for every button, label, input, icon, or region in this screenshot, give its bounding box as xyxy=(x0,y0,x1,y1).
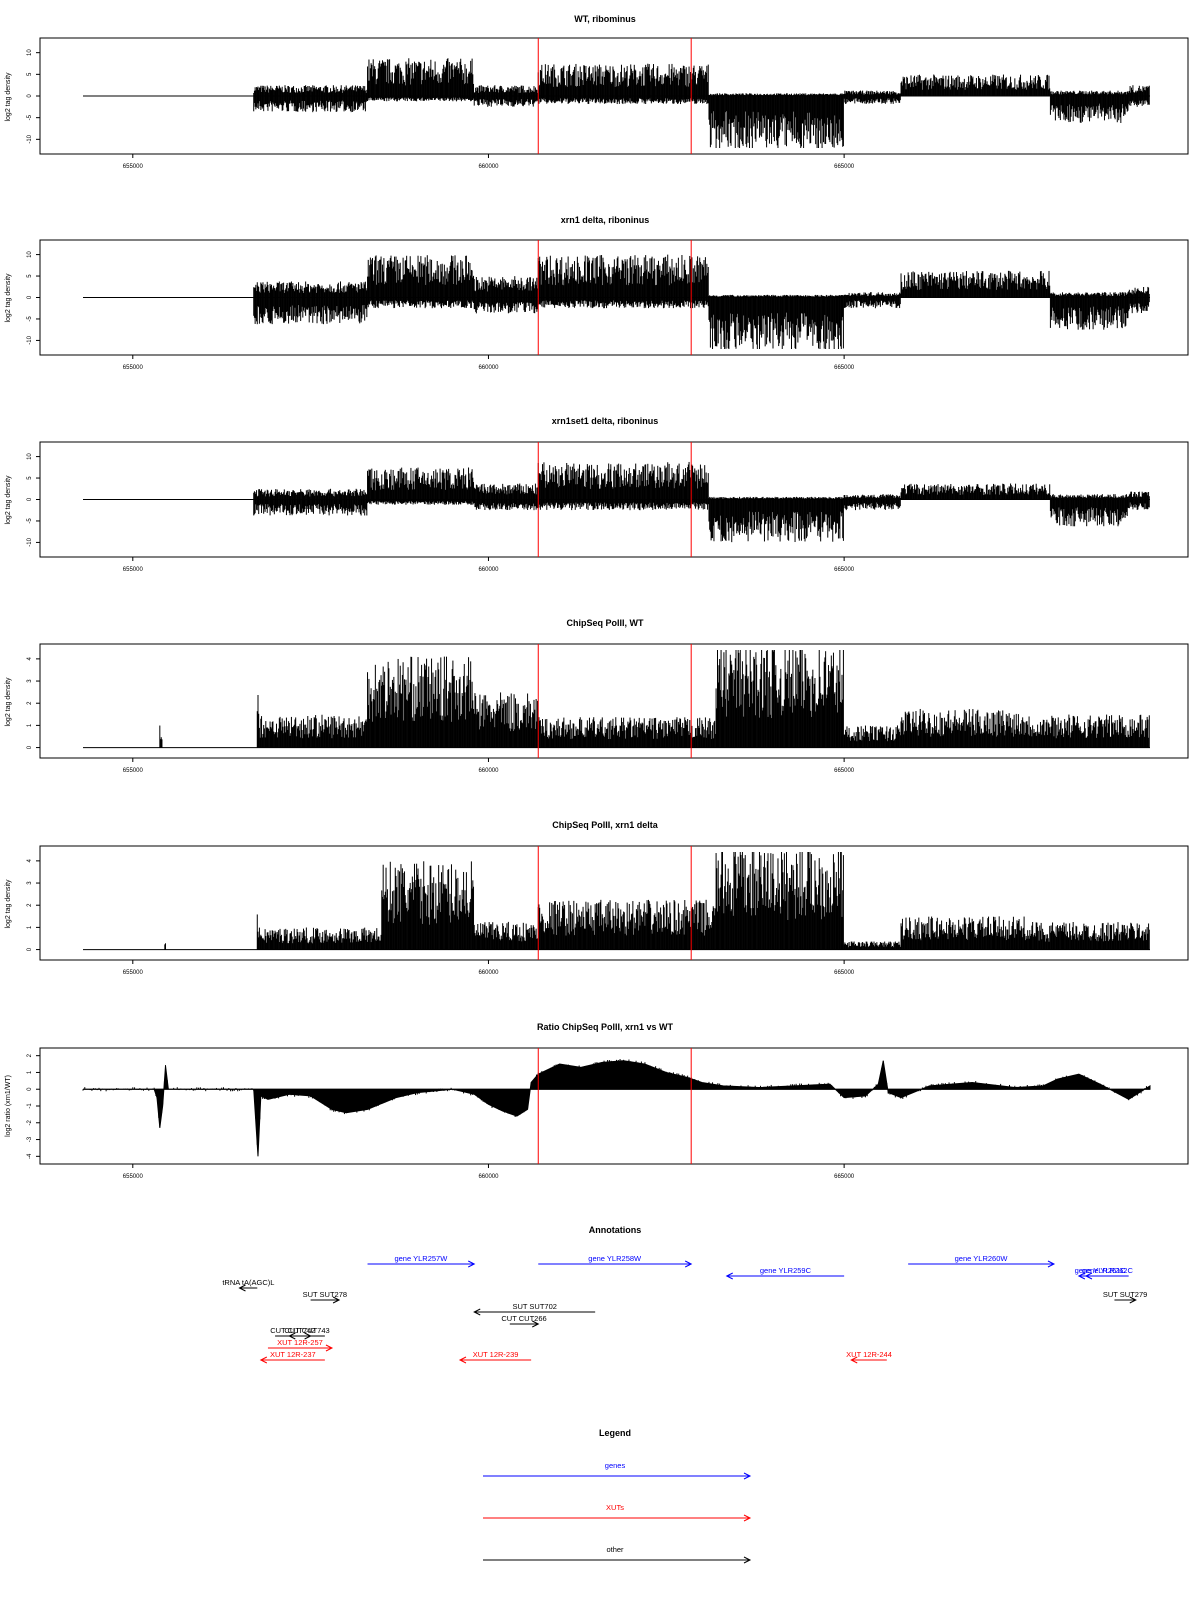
y-tick-label: -10 xyxy=(27,335,33,344)
y-tick-label: 10 xyxy=(27,49,33,56)
plot-area: 10 5 0 -5 -10 655000 660000 665000 xyxy=(27,38,1150,170)
signal-segment xyxy=(1049,90,1129,123)
panel-title: xrn1 delta, riboninus xyxy=(561,215,650,225)
x-tick-label: 665000 xyxy=(834,567,855,573)
y-tick-label: 0 xyxy=(27,295,33,299)
x-tick-label: 655000 xyxy=(123,164,144,170)
y-tick-label: -10 xyxy=(27,134,33,143)
y-tick-label: -5 xyxy=(27,518,33,524)
panel-wt-riboninus: WT, ribominus log2 tag density 10 5 0 -5 -10… xyxy=(5,14,1189,170)
y-axis-label: log2 tag density xyxy=(5,273,12,323)
y-tick-label: 10 xyxy=(27,453,33,460)
y-tick-label: 0 xyxy=(27,94,33,98)
x-tick-label: 660000 xyxy=(478,164,499,170)
signal-segment xyxy=(843,90,901,105)
signal-segment xyxy=(537,63,709,105)
signal-segment xyxy=(1049,292,1129,330)
signal-segment xyxy=(1128,85,1150,107)
y-tick-label: 5 xyxy=(27,72,33,76)
panel-title: xrn1set1 delta, riboninus xyxy=(552,416,659,426)
y-axis-label: log2 tag density xyxy=(5,72,12,122)
y-tick-label: 5 xyxy=(27,274,33,278)
signal-segment xyxy=(367,58,475,102)
signal-segment xyxy=(1128,286,1150,314)
signal-segment xyxy=(843,292,901,309)
x-tick-label: 655000 xyxy=(123,567,144,573)
signal-segment xyxy=(367,255,475,309)
signal-segment xyxy=(537,254,709,309)
panel-title: WT, ribominus xyxy=(574,14,636,24)
x-tick-label: 665000 xyxy=(834,365,855,371)
y-tick-label: -5 xyxy=(27,316,33,322)
y-tick-label: 0 xyxy=(27,497,33,501)
plot-area: 10 5 0 -5 -10 655000 660000 665000 xyxy=(27,442,1150,573)
signal-segment xyxy=(473,85,539,107)
panel-xrn1set1-delta-riboninus: xrn1set1 delta, riboninus log2 tag densi… xyxy=(5,416,1189,573)
signal-segment xyxy=(473,276,539,314)
signal-segment xyxy=(253,488,368,516)
signal-segment xyxy=(900,270,1051,298)
x-tick-label: 665000 xyxy=(834,164,855,170)
signal-segment xyxy=(253,85,368,113)
y-tick-label: -10 xyxy=(27,537,33,546)
signal-segment xyxy=(900,74,1051,96)
y-tick-label: -5 xyxy=(27,114,33,120)
y-axis-label: log2 tag density xyxy=(5,475,12,525)
x-tick-label: 660000 xyxy=(478,567,499,573)
panel-xrn1-delta-riboninus: xrn1 delta, riboninus log2 tag density 1… xyxy=(5,215,1189,371)
y-tick-label: 5 xyxy=(27,476,33,480)
y-tick-label: 10 xyxy=(27,251,33,258)
signal-segment xyxy=(708,294,844,349)
signal-segment xyxy=(708,93,844,148)
signal-segment xyxy=(253,281,368,325)
x-tick-label: 655000 xyxy=(123,365,144,371)
plot-area: 10 5 0 -5 -10 655000 660000 665000 xyxy=(27,240,1150,371)
x-tick-label: 660000 xyxy=(478,365,499,371)
